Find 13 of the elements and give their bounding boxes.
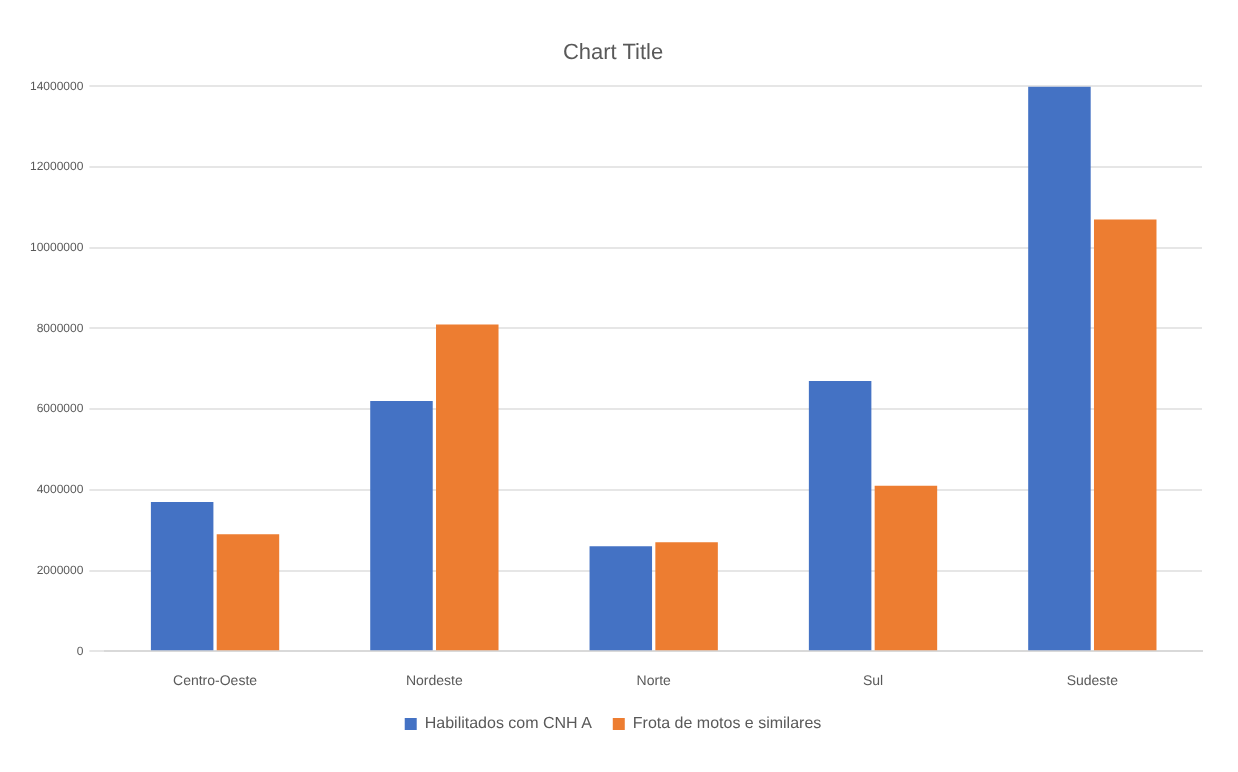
bar (874, 485, 938, 651)
legend-label: Habilitados com CNH A (424, 714, 594, 733)
bar (655, 542, 718, 651)
legend-label: Frota de motos e similares (632, 714, 822, 733)
bar (150, 501, 214, 651)
bar (1093, 219, 1157, 651)
bar (1028, 86, 1091, 651)
bar (216, 534, 280, 651)
bar (808, 380, 872, 651)
bar (589, 546, 653, 651)
chart-title: Chart Title (562, 41, 664, 66)
bar (436, 324, 499, 651)
bar (370, 401, 433, 651)
